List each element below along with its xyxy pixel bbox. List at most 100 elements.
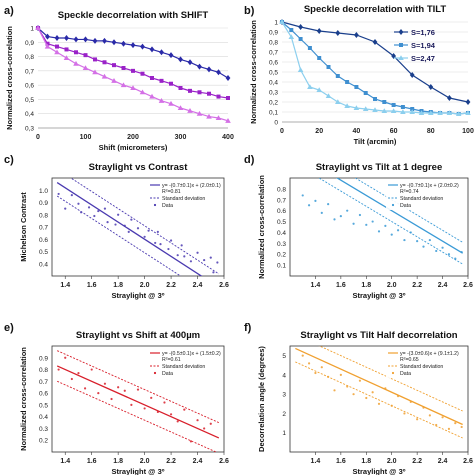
data-point: [70, 377, 73, 381]
data-point: [169, 413, 173, 416]
data-point: [131, 68, 135, 73]
data-point: [225, 118, 231, 123]
panel-label: e): [4, 322, 14, 334]
x-tick-label: 80: [427, 128, 435, 135]
data-point: [159, 78, 164, 83]
data-point: [163, 401, 166, 404]
data-point: [55, 44, 59, 49]
data-point: [216, 94, 221, 99]
y-tick-label: 1: [274, 20, 278, 27]
data-point: [121, 66, 126, 70]
data-point: [390, 404, 393, 407]
data-point: [127, 230, 130, 233]
data-point: [158, 98, 165, 103]
data-point: [87, 206, 91, 209]
y-tick-label: 0.2: [39, 438, 48, 445]
legend-data-label: Data: [400, 371, 411, 377]
data-point: [180, 244, 183, 247]
panel-label: b): [244, 5, 255, 17]
data-point: [159, 243, 162, 246]
data-point: [90, 368, 93, 371]
legend-data-marker: [153, 203, 157, 207]
x-tick-label: 2.0: [140, 282, 150, 289]
data-point: [298, 37, 303, 41]
data-point: [189, 260, 193, 263]
data-point: [428, 110, 434, 115]
data-point: [422, 406, 425, 409]
legend-r2: R²=0.65: [400, 357, 419, 363]
data-point: [335, 74, 340, 78]
legend-label: S=2,47: [411, 54, 435, 63]
data-point: [409, 72, 415, 78]
x-axis-label: Tilt (arcmin): [354, 137, 397, 146]
panel-label: d): [244, 154, 255, 166]
data-point: [168, 100, 174, 106]
data-point: [460, 250, 463, 254]
fit-line: [295, 347, 463, 426]
data-point: [382, 100, 387, 104]
data-point: [317, 56, 322, 60]
data-point: [111, 39, 117, 46]
data-point: [320, 211, 323, 214]
data-point: [149, 93, 155, 99]
data-point: [183, 255, 186, 258]
data-point: [102, 37, 107, 44]
data-point: [44, 43, 51, 49]
y-tick-label: 3: [282, 392, 286, 399]
data-point: [333, 389, 336, 392]
data-point: [410, 107, 415, 111]
data-point: [92, 37, 98, 44]
data-point: [169, 239, 173, 242]
y-tick-label: 0.7: [39, 225, 48, 232]
y-axis-label: Normalized cross-correlation: [249, 20, 258, 124]
y-tick-label: 0,7: [25, 68, 34, 75]
data-point: [154, 241, 157, 245]
y-tick-label: 0,2: [269, 100, 278, 107]
chart-panel-6: f) Straylight vs Tilt Half decorrelation 1…: [244, 322, 473, 475]
data-point: [325, 93, 332, 98]
data-point: [326, 65, 331, 69]
y-tick-label: 0.2: [277, 252, 286, 259]
plot-content: [295, 346, 463, 439]
data-point: [352, 393, 355, 396]
data-point: [454, 421, 457, 425]
legend-equation: y= -(3.0±0.6)x + (9.1±1.2): [400, 351, 459, 357]
data-point: [64, 207, 67, 210]
data-point: [372, 39, 378, 45]
y-tick-label: 1: [30, 26, 34, 33]
chart-panel-4: d) Straylight vs Tilt at 1 degree 0.1 0.2 0.…: [244, 154, 473, 300]
y-tick-label: 0,5: [269, 70, 278, 77]
plot-content: [301, 178, 463, 265]
std-deviation-line: [70, 178, 220, 275]
data-point: [339, 215, 342, 218]
x-tick-label: 2.0: [387, 458, 397, 465]
data-point: [82, 65, 89, 70]
data-point: [102, 60, 107, 65]
data-point: [365, 223, 368, 226]
data-point: [441, 246, 444, 249]
data-point: [403, 412, 406, 415]
data-point: [97, 209, 100, 213]
data-point: [346, 385, 349, 388]
y-tick-label: 0,5: [25, 97, 34, 104]
y-tick-label: 0,3: [25, 126, 34, 133]
data-point: [390, 108, 397, 113]
chart-title: Straylight vs Tilt at 1 degree: [316, 162, 443, 173]
legend-data-marker: [153, 371, 157, 375]
data-point: [130, 403, 133, 406]
legend-dev-label: Standard deviation: [162, 196, 205, 202]
data-point: [83, 387, 87, 390]
legend-marker: [398, 29, 404, 35]
data-point: [447, 253, 451, 256]
std-deviation-line: [318, 178, 463, 265]
data-point: [54, 49, 60, 55]
plot-content: [56, 178, 220, 276]
data-point: [92, 69, 98, 75]
data-point: [289, 28, 294, 32]
data-point: [447, 427, 451, 430]
data-point: [396, 229, 400, 232]
data-point: [418, 110, 425, 115]
x-tick-label: 1.6: [87, 458, 97, 465]
y-tick-label: 0.4: [277, 230, 286, 237]
y-axis-label: Normalized cross-correlation: [19, 347, 28, 451]
